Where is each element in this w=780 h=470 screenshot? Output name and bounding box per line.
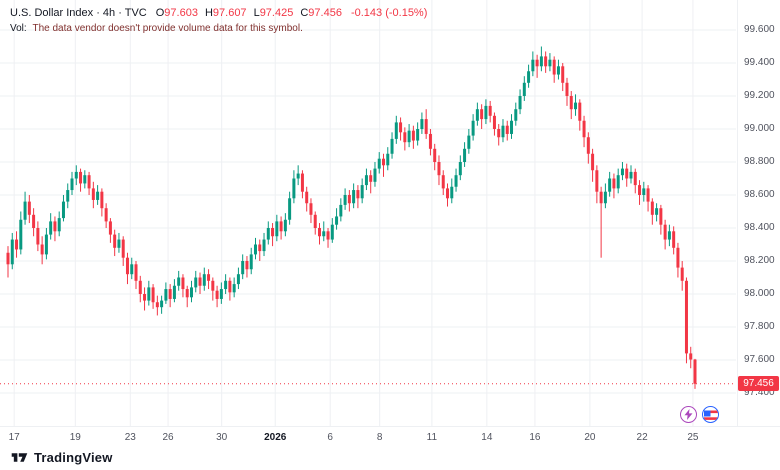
volume-unavailable-message: The data vendor doesn't provide volume d… bbox=[32, 23, 303, 34]
close-value: 97.456 bbox=[308, 7, 342, 19]
price-axis-label: 98.200 bbox=[744, 255, 775, 266]
chart-legend: U.S. Dollar Index · 4h · TVC O97.603 H97… bbox=[10, 7, 427, 34]
price-axis-label: 99.200 bbox=[744, 90, 775, 101]
price-axis[interactable]: 99.600 99.400 99.200 99.000 98.800 98.600 98.4… bbox=[737, 0, 780, 426]
price-chart-canvas[interactable] bbox=[0, 0, 736, 426]
price-axis-label: 98.400 bbox=[744, 222, 775, 233]
time-axis-label: 22 bbox=[636, 432, 648, 443]
chart-overlay-buttons bbox=[680, 406, 719, 423]
last-price-label: 97.456 bbox=[738, 376, 779, 392]
high-value: 97.607 bbox=[212, 7, 247, 19]
tradingview-branding[interactable]: TradingView bbox=[10, 449, 113, 466]
price-axis-label: 99.000 bbox=[744, 123, 775, 134]
close-label: C bbox=[300, 7, 309, 19]
time-axis-label: 19 bbox=[69, 432, 81, 443]
price-axis-label: 99.400 bbox=[744, 57, 775, 68]
lightning-icon bbox=[684, 409, 693, 420]
price-axis-label: 97.600 bbox=[744, 354, 775, 365]
price-axis-label: 99.600 bbox=[744, 24, 775, 35]
open-value: 97.603 bbox=[164, 7, 198, 19]
symbol-title[interactable]: U.S. Dollar Index · 4h · TVC bbox=[10, 7, 147, 19]
time-axis[interactable]: 17 19 23 26 30 2026 6 8 11 14 16 20 22 25 bbox=[0, 426, 780, 449]
time-axis-label: 25 bbox=[687, 432, 699, 443]
time-axis-label: 11 bbox=[426, 432, 438, 443]
sentiment-button[interactable] bbox=[702, 406, 719, 423]
price-change: -0.143 (-0.15%) bbox=[350, 7, 428, 19]
time-axis-label: 30 bbox=[216, 432, 228, 443]
symbol-legend-row: U.S. Dollar Index · 4h · TVC O97.603 H97… bbox=[10, 7, 427, 19]
time-axis-label: 6 bbox=[327, 432, 333, 443]
tradingview-logo-icon bbox=[11, 453, 28, 462]
price-axis-label: 98.800 bbox=[744, 156, 775, 167]
time-axis-label: 8 bbox=[376, 432, 383, 443]
time-axis-label: 14 bbox=[481, 432, 493, 443]
price-axis-label: 98.600 bbox=[744, 189, 775, 200]
volume-legend-row: Vol: The data vendor doesn't provide vol… bbox=[10, 23, 427, 34]
time-axis-label: 20 bbox=[584, 432, 596, 443]
open-label: O bbox=[155, 7, 165, 19]
ohlc-values: O97.603 H97.607 L97.425 C97.456 bbox=[156, 7, 342, 19]
low-value: 97.425 bbox=[259, 7, 294, 19]
boost-button[interactable] bbox=[680, 406, 697, 423]
price-axis-label: 97.400 bbox=[744, 387, 775, 398]
flag-icon bbox=[703, 410, 718, 420]
low-label: L bbox=[253, 7, 260, 19]
price-axis-label: 97.800 bbox=[744, 321, 775, 332]
time-axis-label: 17 bbox=[8, 432, 20, 443]
tradingview-logo-text: TradingView bbox=[34, 450, 113, 465]
volume-indicator-label[interactable]: Vol: bbox=[10, 23, 27, 34]
time-axis-label: 23 bbox=[124, 432, 136, 443]
time-axis-label: 16 bbox=[529, 432, 541, 443]
time-axis-label: 2026 bbox=[264, 432, 287, 443]
high-label: H bbox=[204, 7, 213, 19]
time-axis-label: 26 bbox=[162, 432, 174, 443]
price-axis-label: 98.000 bbox=[744, 288, 775, 299]
